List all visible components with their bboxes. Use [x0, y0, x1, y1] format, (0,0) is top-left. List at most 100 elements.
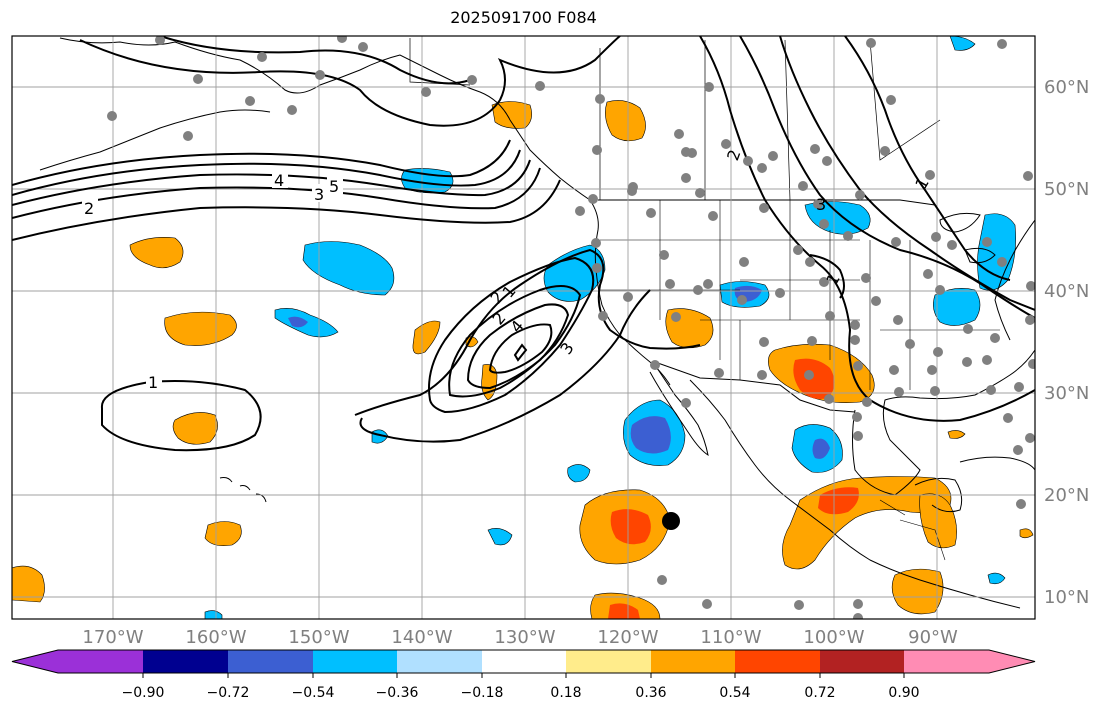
contour-line: [779, 36, 1035, 311]
station-dot: [315, 70, 325, 80]
station-dot: [659, 250, 669, 260]
station-dot: [107, 111, 117, 121]
colorbar-extend-right: [989, 650, 1035, 673]
station-dot: [695, 188, 705, 198]
station-dot: [933, 347, 943, 357]
colorbar-tick-label: 0.72: [804, 685, 835, 701]
colorbar-segment: [143, 650, 228, 673]
latitude-label: 40°N: [1044, 281, 1089, 302]
colorbar-tick-label: −0.36: [376, 685, 419, 701]
map-title: 2025091700 F084: [450, 8, 597, 27]
positive-anomaly-region: [412, 320, 441, 355]
station-dot: [775, 288, 785, 298]
negative-anomaly-region: [933, 288, 981, 326]
station-dot: [183, 131, 193, 141]
colorbar-segment: [482, 650, 566, 673]
station-dot: [813, 199, 823, 209]
colorbar-segment: [566, 650, 651, 673]
station-dot: [819, 277, 829, 287]
station-dot: [674, 129, 684, 139]
colorbar-tick-label: 0.18: [550, 685, 581, 701]
station-dot: [650, 360, 660, 370]
contour-line: [12, 149, 521, 196]
latitude-axis: 60°N 50°N 40°N 30°N 20°N 10°N: [1044, 77, 1089, 608]
station-dot: [1026, 281, 1035, 291]
contour-line: [79, 36, 621, 127]
station-dot: [886, 95, 896, 105]
station-dot: [681, 398, 691, 408]
station-dot: [743, 156, 753, 166]
station-dot: [893, 315, 903, 325]
station-dot: [245, 96, 255, 106]
colorbar-segment: [58, 650, 143, 673]
east-coast: [994, 219, 1035, 341]
station-dot: [853, 613, 863, 619]
station-dot: [982, 355, 992, 365]
hawaii: [219, 477, 267, 503]
station-dot: [794, 600, 804, 610]
station-dot: [687, 148, 697, 158]
contour-label: 1: [148, 373, 158, 392]
station-dot: [657, 575, 667, 585]
station-dot: [708, 211, 718, 221]
colorbar-tick-label: −0.90: [122, 685, 165, 701]
station-dot: [702, 599, 712, 609]
station-dot: [759, 337, 769, 347]
contour-line: [359, 289, 651, 443]
contour-line: [809, 254, 845, 299]
positive-anomaly-region: [129, 237, 184, 269]
negative-anomaly-region: [543, 244, 606, 302]
station-dot: [798, 181, 808, 191]
station-dot: [665, 279, 675, 289]
us-mexico-border: [654, 361, 856, 413]
negative-anomaly-region: [487, 528, 513, 546]
station-dots: [107, 36, 1035, 619]
longitude-label: 150°W: [288, 627, 349, 648]
contour-line: [488, 323, 553, 374]
contour-line: [844, 36, 1011, 281]
latitude-label: 30°N: [1044, 383, 1089, 404]
station-dot: [714, 368, 724, 378]
colorbar-segment: [735, 650, 820, 673]
map-frame: [11, 35, 1036, 620]
station-dot: [1023, 171, 1033, 181]
negative-anomaly-region: [302, 241, 395, 296]
negative-anomaly-region: [204, 610, 223, 619]
station-dot: [598, 311, 608, 321]
station-dot: [287, 105, 297, 115]
negative-anomaly-region: [401, 168, 454, 194]
colorbar-segment: [904, 650, 989, 673]
contour-line: [466, 303, 570, 390]
station-dot: [721, 139, 731, 149]
station-dot: [822, 156, 832, 166]
contour-line: [12, 139, 511, 186]
positive-anomaly-region: [891, 568, 944, 615]
station-dot: [1028, 359, 1035, 369]
canada-us-border: [598, 199, 936, 206]
positive-anomaly-region: [204, 521, 242, 546]
colorbar-tick-label: 0.90: [888, 685, 919, 701]
longitude-label: 170°W: [82, 627, 143, 648]
station-dot: [1014, 382, 1024, 392]
station-dot: [805, 257, 815, 267]
canadian-provinces: [409, 38, 941, 201]
hurricane-marker: [662, 512, 680, 530]
station-dot: [1013, 445, 1023, 455]
contour-line: [159, 36, 471, 85]
station-dot: [759, 203, 769, 213]
contour-label: 3: [314, 185, 324, 204]
station-dot: [575, 206, 585, 216]
strong-negative-core: [812, 438, 830, 459]
longitude-axis: 170°W 160°W 150°W 140°W 130°W 120°W 110°…: [82, 627, 958, 648]
contour-line: [12, 167, 541, 219]
colorbar-segment: [651, 650, 735, 673]
station-dot: [935, 285, 945, 295]
station-dot: [467, 75, 477, 85]
station-dot: [588, 194, 598, 204]
strong-positive-core: [818, 487, 859, 515]
positive-anomaly-region: [947, 430, 966, 439]
longitude-label: 120°W: [597, 627, 658, 648]
aleutian-chain: [39, 109, 271, 171]
station-dot: [757, 163, 767, 173]
longitude-label: 140°W: [391, 627, 452, 648]
